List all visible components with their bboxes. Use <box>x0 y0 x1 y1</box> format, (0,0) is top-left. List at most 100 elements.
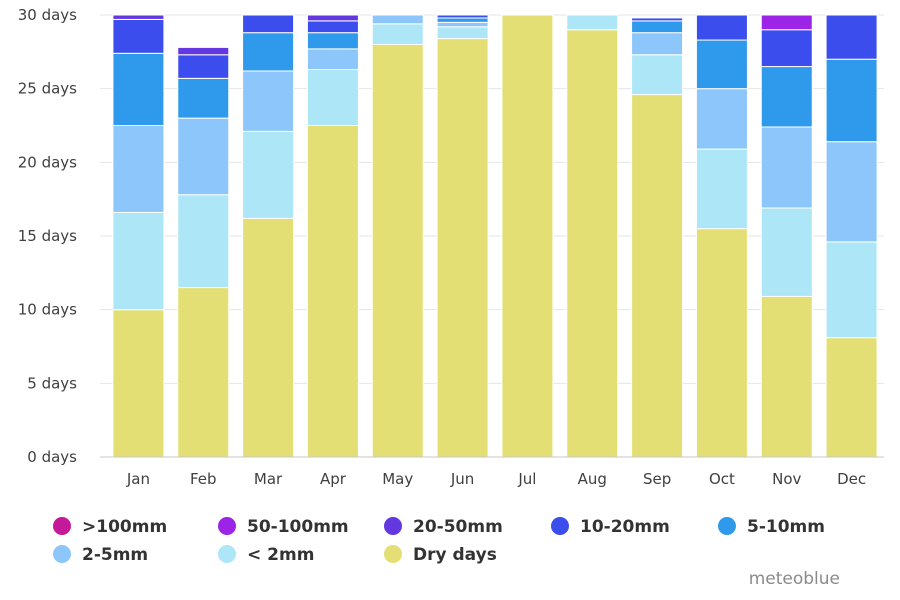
y-tick-label: 0 days <box>27 448 77 466</box>
bar-segment[interactable] <box>760 14 813 31</box>
bar-segment[interactable] <box>242 32 295 72</box>
bar-segment[interactable] <box>112 125 165 213</box>
y-tick-label: 25 days <box>18 80 77 98</box>
legend-marker <box>53 545 71 563</box>
bar-segment[interactable] <box>112 14 165 20</box>
x-tick-label: Jan <box>126 470 150 488</box>
legend-item[interactable]: 2-5mm <box>53 545 148 565</box>
bar-segment[interactable] <box>371 14 424 25</box>
x-tick-label: Oct <box>709 470 735 488</box>
bar-segment[interactable] <box>112 52 165 127</box>
bar-segment[interactable] <box>436 14 489 19</box>
x-tick-label: Aug <box>578 470 607 488</box>
x-tick-label: Dec <box>837 470 866 488</box>
legend-marker <box>384 545 402 563</box>
bar-segment[interactable] <box>695 148 748 230</box>
legend-item[interactable]: Dry days <box>384 545 497 565</box>
legend-item[interactable]: 10-20mm <box>551 517 670 537</box>
bar-segment[interactable] <box>177 54 230 79</box>
y-tick-label: 5 days <box>27 374 77 392</box>
y-tick-label: 20 days <box>18 153 77 171</box>
bar-segment[interactable] <box>695 14 748 41</box>
bar-segment[interactable] <box>760 66 813 128</box>
grid-lines <box>100 14 884 384</box>
bar-segment[interactable] <box>242 130 295 219</box>
legend-item[interactable]: 5-10mm <box>718 517 825 537</box>
bar-segment[interactable] <box>501 14 554 458</box>
legend-label: 5-10mm <box>747 517 825 537</box>
bar-segment[interactable] <box>242 14 295 34</box>
credit-label: meteoblue <box>749 569 840 589</box>
legend-label: >100mm <box>82 517 167 537</box>
y-tick-label: 15 days <box>18 227 77 245</box>
bar-segment[interactable] <box>631 32 684 56</box>
x-tick-label: May <box>382 470 413 488</box>
y-tick-label: 30 days <box>18 6 77 24</box>
bar-segment[interactable] <box>825 141 878 243</box>
legend-item[interactable]: 20-50mm <box>384 517 503 537</box>
bar-segment[interactable] <box>436 38 489 458</box>
legend-item[interactable]: >100mm <box>53 517 167 537</box>
bar-segment[interactable] <box>371 43 424 458</box>
legend-marker <box>384 517 402 535</box>
x-tick-label: Nov <box>772 470 801 488</box>
bar-segment[interactable] <box>566 14 619 31</box>
bar-segment[interactable] <box>306 69 359 127</box>
bar-segment[interactable] <box>112 211 165 311</box>
bar-segment[interactable] <box>306 20 359 34</box>
y-axis: 0 days 5 days 10 days 15 days 20 days 25 days… <box>18 6 77 466</box>
bar-segment[interactable] <box>177 77 230 119</box>
legend-label: Dry days <box>413 545 497 565</box>
bar-segment[interactable] <box>825 58 878 143</box>
bar-segment[interactable] <box>566 29 619 458</box>
bar-segment[interactable] <box>306 14 359 22</box>
bar-segment[interactable] <box>436 17 489 23</box>
bar-segment[interactable] <box>631 94 684 458</box>
legend[interactable]: >100mm 50-100mm 20-50mm 10-20mm 5-10mm 2-5mm <… <box>53 517 825 565</box>
bar-segment[interactable] <box>306 32 359 50</box>
bar-segment[interactable] <box>242 217 295 458</box>
legend-item[interactable]: 50-100mm <box>218 517 349 537</box>
bar-segment[interactable] <box>436 21 489 28</box>
bar-segment[interactable] <box>177 287 230 458</box>
x-tick-label: Apr <box>320 470 347 488</box>
bar-segment[interactable] <box>695 228 748 458</box>
legend-marker <box>551 517 569 535</box>
bar-segment[interactable] <box>306 48 359 71</box>
bar-segment[interactable] <box>760 207 813 297</box>
bar-segment[interactable] <box>825 14 878 60</box>
legend-marker <box>218 545 236 563</box>
y-tick-label: 10 days <box>18 301 77 319</box>
legend-item[interactable]: < 2mm <box>218 545 314 565</box>
x-tick-label: Jul <box>517 470 536 488</box>
bar-segment[interactable] <box>760 126 813 209</box>
bar-segment[interactable] <box>177 46 230 56</box>
x-tick-label: Jun <box>450 470 474 488</box>
bar-segment[interactable] <box>825 337 878 458</box>
bar-segment[interactable] <box>112 309 165 458</box>
bar-segment[interactable] <box>112 18 165 54</box>
bar-segment[interactable] <box>825 241 878 339</box>
legend-label: 2-5mm <box>82 545 148 565</box>
legend-marker <box>718 517 736 535</box>
x-tick-label: Sep <box>643 470 671 488</box>
legend-label: 10-20mm <box>580 517 670 537</box>
x-tick-label: Feb <box>190 470 217 488</box>
legend-marker <box>218 517 236 535</box>
bar-segment[interactable] <box>371 23 424 45</box>
bar-segment[interactable] <box>177 117 230 196</box>
bar-segment[interactable] <box>242 70 295 132</box>
bar-segment[interactable] <box>695 39 748 90</box>
bar-segment[interactable] <box>631 17 684 22</box>
bar-segment[interactable] <box>695 88 748 150</box>
bar-segment[interactable] <box>760 295 813 458</box>
bars <box>112 14 878 458</box>
bar-segment[interactable] <box>177 194 230 289</box>
bar-segment[interactable] <box>306 125 359 458</box>
bar-segment[interactable] <box>631 54 684 96</box>
bar-segment[interactable] <box>760 29 813 68</box>
x-tick-label: Mar <box>254 470 283 488</box>
bar-segment[interactable] <box>436 26 489 40</box>
bar-segment[interactable] <box>631 20 684 34</box>
